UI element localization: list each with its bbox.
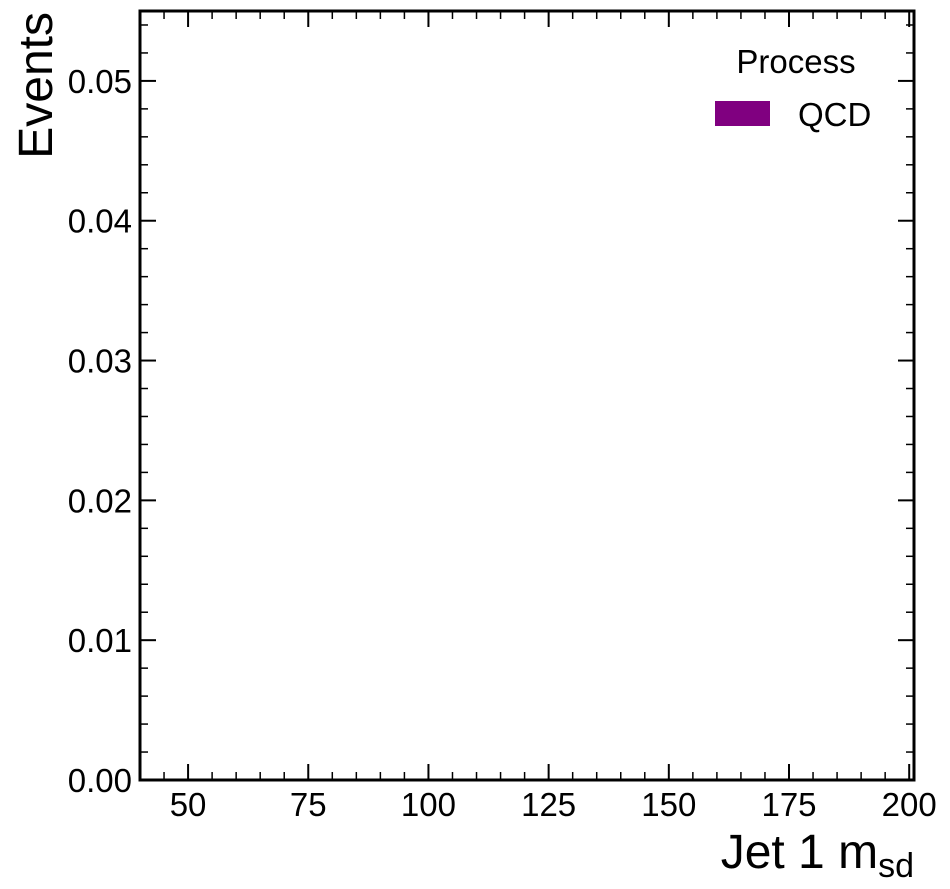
y-tick-label: 0.00	[68, 762, 132, 799]
x-tick-label: 150	[641, 786, 696, 823]
legend-label-qcd: QCD	[798, 96, 871, 133]
x-axis-title-main: Jet 1 m	[721, 826, 878, 879]
x-axis-title: Jet 1 msd	[721, 826, 914, 885]
y-tick-labels: 0.00 0.01 0.02 0.03 0.04 0.05	[68, 63, 132, 799]
x-tick-label: 50	[170, 786, 207, 823]
y-tick-label: 0.04	[68, 203, 132, 240]
y-axis-title: Events	[10, 12, 63, 159]
x-tick-label: 75	[290, 786, 327, 823]
x-axis-title-subscript: sd	[878, 847, 914, 885]
y-tick-label: 0.01	[68, 622, 132, 659]
y-tick-label: 0.03	[68, 343, 132, 380]
x-tick-label: 175	[761, 786, 816, 823]
x-tick-label: 125	[521, 786, 576, 823]
plot-frame	[138, 9, 916, 782]
x-tick-label: 100	[401, 786, 456, 823]
y-tick-label: 0.05	[68, 63, 132, 100]
x-tick-label: 200	[882, 786, 937, 823]
y-tick-label: 0.02	[68, 482, 132, 519]
legend: Process QCD	[715, 43, 871, 133]
legend-swatch-qcd	[715, 101, 770, 126]
x-tick-labels: 50 75 100 125 150 175 200	[170, 786, 937, 823]
legend-title: Process	[736, 43, 855, 80]
